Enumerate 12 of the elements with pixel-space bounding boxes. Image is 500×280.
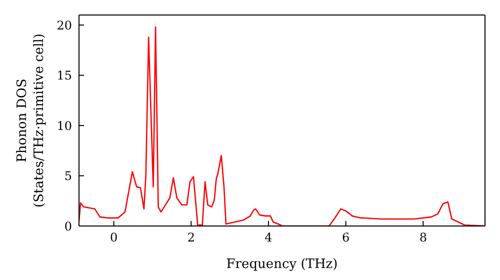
x-tick-label: 6: [342, 230, 350, 245]
y-tick-label: 5: [64, 169, 72, 184]
y-tick-label: 15: [56, 68, 72, 83]
x-tick-label: 8: [419, 230, 427, 245]
y-tick-label: 0: [64, 219, 72, 234]
x-axis-title: Frequency (THz): [226, 257, 338, 272]
y-axis-title: Phonon DOS (States/THz·primitive cell): [15, 33, 47, 208]
y-tick-label: 10: [56, 118, 72, 133]
y-tick-label: 20: [56, 18, 72, 32]
x-tick-label: 0: [110, 230, 118, 245]
x-tick-label: 2: [187, 230, 195, 245]
x-tick-label: 4: [264, 230, 273, 245]
